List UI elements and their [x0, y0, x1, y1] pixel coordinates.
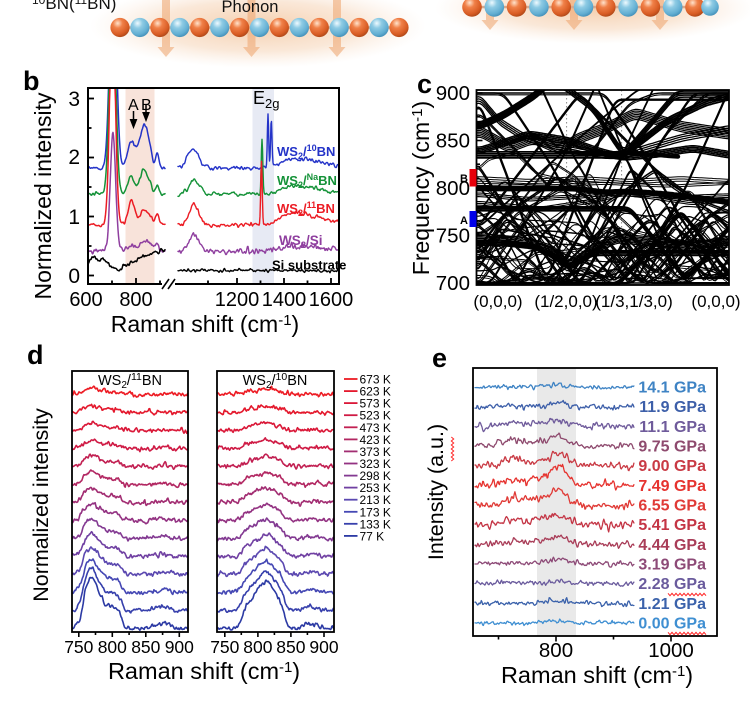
svg-text:6.55 GPa: 6.55 GPa: [638, 498, 706, 515]
svg-text:A: A: [128, 97, 139, 114]
svg-text:600: 600: [69, 289, 102, 311]
svg-text:WS2/NaBN: WS2/NaBN: [277, 172, 337, 190]
svg-text:WS2/Si: WS2/Si: [279, 233, 323, 251]
svg-text:900: 900: [436, 82, 470, 105]
svg-text:0: 0: [68, 265, 80, 288]
svg-text:473 K: 473 K: [360, 421, 391, 435]
svg-text:673 K: 673 K: [360, 373, 391, 387]
svg-text:7.49 GPa: 7.49 GPa: [638, 478, 706, 495]
svg-text:750: 750: [436, 225, 470, 248]
svg-text:523 K: 523 K: [360, 409, 391, 423]
svg-text:1000: 1000: [648, 639, 694, 662]
svg-text:d: d: [27, 340, 44, 370]
svg-text:253 K: 253 K: [360, 481, 391, 495]
svg-text:(0,0,0): (0,0,0): [473, 292, 522, 311]
svg-text:11.9 GPa: 11.9 GPa: [639, 399, 706, 416]
svg-text:Normalized intensity: Normalized intensity: [29, 408, 53, 602]
svg-text:1600: 1600: [309, 289, 354, 311]
svg-text:(1/2,0,0): (1/2,0,0): [534, 292, 597, 311]
svg-text:Si substrate: Si substrate: [272, 258, 346, 273]
svg-text:133 K: 133 K: [360, 517, 391, 531]
svg-text:Raman shift (cm-1): Raman shift (cm-1): [111, 311, 299, 337]
svg-text:573 K: 573 K: [360, 397, 391, 411]
svg-text:850: 850: [276, 637, 305, 657]
svg-text:1200: 1200: [215, 289, 260, 311]
svg-text:423 K: 423 K: [360, 433, 391, 447]
svg-text:Raman shift (cm-1): Raman shift (cm-1): [108, 658, 300, 684]
svg-text:b: b: [23, 66, 40, 96]
svg-text:WS2/11BN: WS2/11BN: [277, 200, 335, 218]
svg-text:(1/3,1/3,0): (1/3,1/3,0): [595, 292, 673, 311]
svg-text:213 K: 213 K: [360, 493, 391, 507]
svg-text:373 K: 373 K: [360, 445, 391, 459]
svg-text:14.1 GPa: 14.1 GPa: [638, 380, 706, 397]
svg-text:e: e: [432, 343, 447, 373]
svg-text:11.1 GPa: 11.1 GPa: [639, 419, 706, 436]
svg-text:3.19 GPa: 3.19 GPa: [638, 557, 706, 574]
svg-text:WS2/10BN: WS2/10BN: [243, 371, 308, 391]
svg-text:Intensity (a.u.): Intensity (a.u.): [424, 424, 448, 560]
svg-text:5.41 GPa: 5.41 GPa: [638, 517, 706, 534]
svg-text:173 K: 173 K: [360, 505, 391, 519]
svg-text:623 K: 623 K: [360, 385, 391, 399]
svg-text:77 K: 77 K: [360, 529, 385, 543]
svg-text:B: B: [460, 173, 468, 185]
svg-text:900: 900: [165, 637, 194, 657]
svg-text:10BN(11BN): 10BN(11BN): [32, 0, 116, 13]
svg-text:(0,0,0): (0,0,0): [691, 292, 740, 311]
svg-text:Frequency (cm-1): Frequency (cm-1): [408, 101, 434, 275]
svg-text:2: 2: [68, 146, 80, 169]
svg-text:700: 700: [436, 272, 470, 295]
svg-text:850: 850: [131, 637, 160, 657]
svg-text:A: A: [460, 215, 468, 227]
svg-text:3: 3: [68, 88, 80, 111]
svg-text:298 K: 298 K: [360, 469, 391, 483]
svg-text:c: c: [417, 69, 432, 99]
svg-text:800: 800: [98, 637, 127, 657]
svg-text:750: 750: [210, 637, 239, 657]
svg-text:800: 800: [436, 177, 470, 200]
svg-text:WS2/10BN: WS2/10BN: [277, 143, 335, 161]
svg-text:1.21 GPa: 1.21 GPa: [638, 596, 706, 613]
svg-text:800: 800: [539, 639, 573, 662]
svg-text:750: 750: [64, 637, 93, 657]
svg-text:Raman shift (cm-1): Raman shift (cm-1): [501, 662, 693, 688]
svg-text:900: 900: [309, 637, 338, 657]
svg-text:Phonon: Phonon: [222, 0, 279, 16]
svg-text:800: 800: [119, 289, 152, 311]
svg-text:4.44 GPa: 4.44 GPa: [638, 537, 706, 554]
svg-text:0.00 GPa: 0.00 GPa: [638, 616, 706, 633]
svg-text:1: 1: [68, 206, 80, 229]
svg-text:2.28 GPa: 2.28 GPa: [638, 576, 706, 593]
svg-text:9.75 GPa: 9.75 GPa: [638, 439, 706, 456]
svg-text:323 K: 323 K: [360, 457, 391, 471]
svg-text:WS2/11BN: WS2/11BN: [98, 371, 162, 391]
svg-text:800: 800: [243, 637, 272, 657]
svg-text:1400: 1400: [262, 289, 307, 311]
svg-text:9.00 GPa: 9.00 GPa: [638, 458, 706, 475]
svg-text:850: 850: [436, 130, 470, 153]
svg-text:Normalized intensity: Normalized intensity: [30, 92, 56, 300]
